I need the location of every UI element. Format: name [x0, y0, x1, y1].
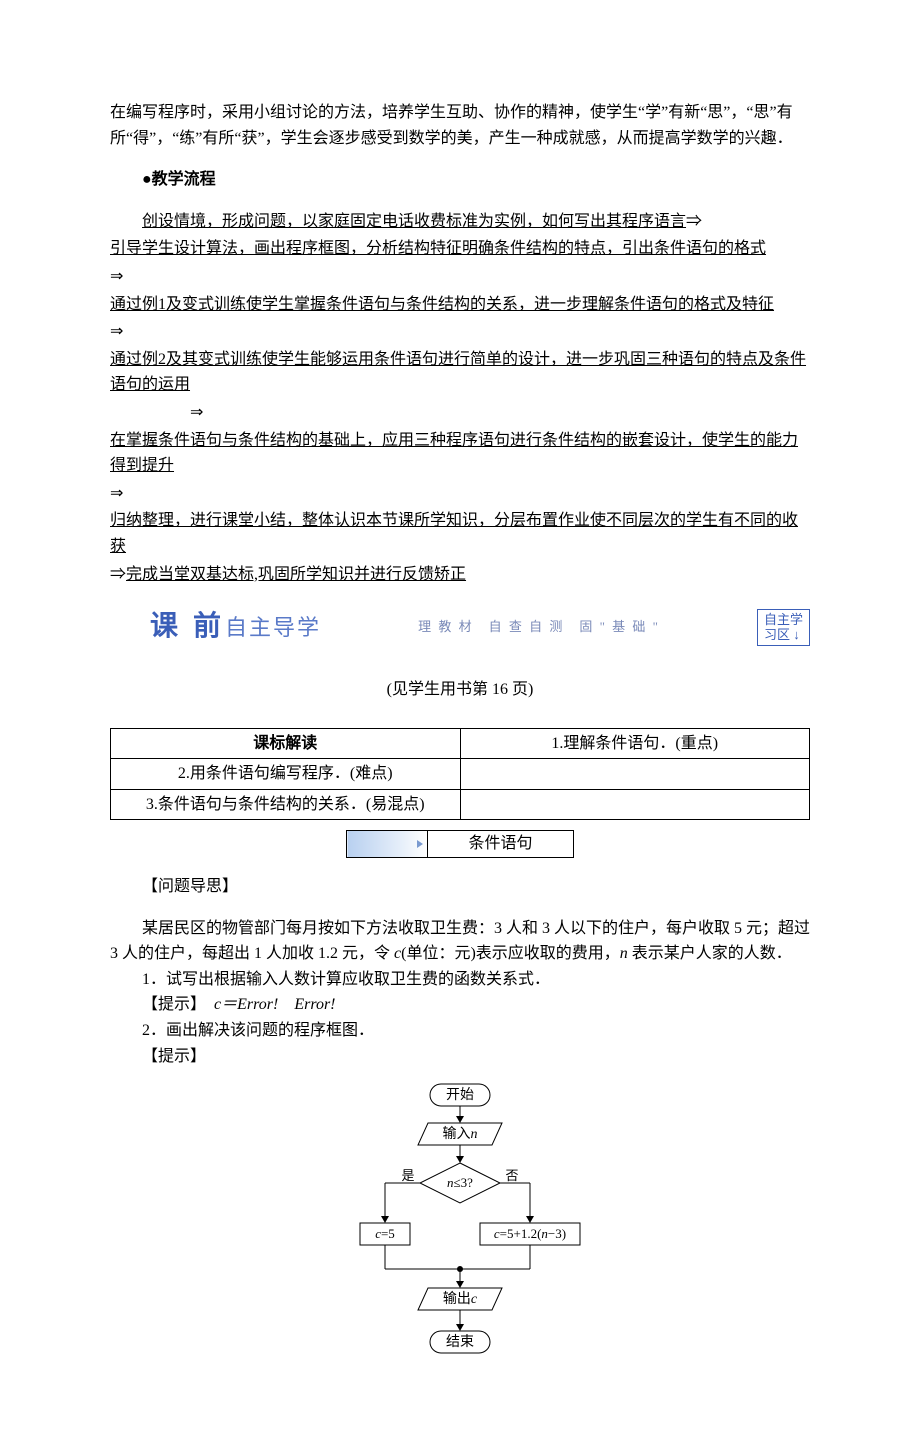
question-1: 1．试写出根据输入人数计算应收取卫生费的函数关系式． [110, 967, 810, 993]
table-cell: 课标解读 [111, 728, 461, 759]
table-cell: 1.理解条件语句．(重点) [460, 728, 810, 759]
problem-text-2: (单位：元)表示应收取的费用， [401, 945, 620, 962]
fc-right-box: c=5+1.2(n−3) [494, 1226, 566, 1241]
table-cell: 3.条件语句与条件结构的关系．(易混点) [111, 789, 461, 820]
hint-1: 【提示】 c＝Error! Error! [110, 992, 810, 1018]
banner-right-line2: 习区 ↓ [764, 627, 803, 643]
var-n: n [620, 945, 628, 962]
problem-statement: 某居民区的物管部门每月按如下方法收取卫生费：3 人和 3 人以下的住户，每户收取… [110, 916, 810, 967]
flow-arrow: ⇒ [110, 485, 123, 502]
flow-step-4: 通过例2及其变式训练使学生能够运用条件语句进行简单的设计，进一步巩固三种语句的特… [110, 351, 806, 394]
topic-gradient-cell [347, 831, 428, 858]
fc-input: 输入n [443, 1126, 478, 1142]
hint-1-formula: c＝Error! Error! [214, 996, 335, 1013]
topic-label: 条件语句 [428, 831, 573, 858]
flow-arrow: ⇒ [190, 404, 203, 421]
flow-step-6: 归纳整理，进行课堂小结，整体认识本节课所学知识，分层布置作业使不同层次的学生有不… [110, 512, 798, 555]
banner-mid-text: 理 教 材 自 查 自 测 固 " 基 础 " [418, 617, 660, 638]
table-cell: 2.用条件语句编写程序．(难点) [111, 759, 461, 790]
hint-2-label: 【提示】 [110, 1044, 810, 1070]
flow-step-2: 引导学生设计算法，画出程序框图，分析结构特征明确条件结构的特点，引出条件语句的格… [110, 240, 766, 257]
question-2: 2．画出解决该问题的程序框图． [110, 1018, 810, 1044]
fc-no: 否 [505, 1168, 518, 1183]
hint-label: 【提示】 [142, 996, 198, 1013]
fc-output: 输出c [443, 1291, 478, 1307]
standard-table: 课标解读 1.理解条件语句．(重点) 2.用条件语句编写程序．(难点) 3.条件… [110, 728, 810, 821]
flow-steps-block: 创设情境，形成问题，以家庭固定电话收费标准为实例，如何写出其程序语言⇒ 引导学生… [110, 209, 810, 587]
flow-step-7: 完成当堂双基达标,巩固所学知识并进行反馈矫正 [126, 566, 466, 583]
flow-arrow: ⇒ [686, 213, 702, 230]
flow-arrow: ⇒ [110, 566, 126, 583]
flow-arrow: ⇒ [110, 268, 123, 285]
intro-paragraph: 在编写程序时，采用小组讨论的方法，培养学生互助、协作的精神，使学生“学”有新“思… [110, 100, 810, 151]
flow-step-5: 在掌握条件语句与条件结构的基础上，应用三种程序语句进行条件结构的嵌套设计，使学生… [110, 432, 798, 475]
flow-heading: ●教学流程 [110, 167, 810, 193]
banner-title-sub: 自主导学 [225, 610, 321, 645]
page-reference: (见学生用书第 16 页) [110, 677, 810, 703]
banner-title-main: 课 前 [150, 605, 225, 650]
flow-step-3: 通过例1及变式训练使学生掌握条件语句与条件结构的关系，进一步理解条件语句的格式及… [110, 296, 774, 313]
fc-yes: 是 [401, 1168, 414, 1183]
flow-step-1: 创设情境，形成问题，以家庭固定电话收费标准为实例，如何写出其程序语言 [142, 213, 686, 230]
question-heading: 【问题导思】 [110, 874, 810, 900]
problem-text-3: 表示某户人家的人数． [628, 945, 792, 962]
banner-right-box: 自主学 习区 ↓ [757, 609, 810, 646]
topic-box: 条件语句 [346, 830, 573, 858]
banner-right-line1: 自主学 [764, 612, 803, 628]
fc-start: 开始 [446, 1087, 474, 1103]
table-cell [460, 789, 810, 820]
fc-left-box: c=5 [375, 1226, 395, 1241]
flowchart-diagram: 开始 输入n n≤3? 是 否 c=5 c=5+1.2(n−3) 输出c 结束 [330, 1079, 590, 1369]
section-banner: 课 前 自主导学 理 教 材 自 查 自 测 固 " 基 础 " 自主学 习区 … [110, 607, 810, 647]
table-cell [460, 759, 810, 790]
fc-end: 结束 [446, 1334, 474, 1350]
flow-arrow: ⇒ [110, 323, 123, 340]
fc-cond: n≤3? [447, 1175, 473, 1190]
